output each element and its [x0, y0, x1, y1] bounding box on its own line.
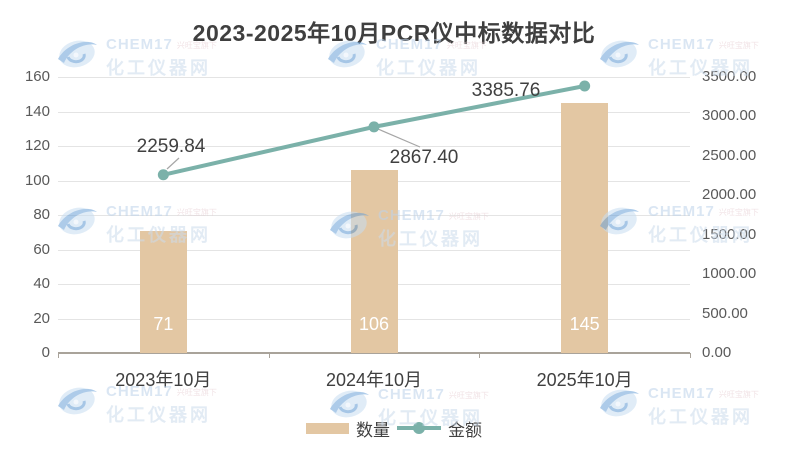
x-axis-label: 2024年10月 — [325, 370, 423, 390]
x-axis-tick-mark — [268, 353, 270, 358]
right-axis-tick: 0.00 — [702, 344, 732, 361]
line-point-marker — [157, 169, 169, 181]
x-axis-label: 2025年10月 — [536, 370, 633, 390]
x-axis-line — [58, 352, 690, 354]
bar-value-label: 106 — [358, 314, 390, 334]
bar-value-label: 71 — [153, 314, 174, 334]
line-point-marker — [579, 80, 591, 92]
gridline — [58, 111, 690, 113]
left-axis-tick: 160 — [24, 68, 50, 85]
left-axis-tick: 0 — [41, 344, 50, 361]
gridline — [58, 146, 690, 147]
right-axis-tick: 2500.00 — [702, 146, 757, 164]
x-axis-tick-mark — [58, 353, 59, 358]
right-axis-tick: 3500.00 — [702, 68, 757, 85]
label-leader-line — [377, 128, 421, 148]
bar-2023年10月 — [139, 230, 187, 353]
gridline — [58, 77, 690, 78]
left-axis-tick: 140 — [24, 102, 50, 120]
label-leader-line — [166, 157, 180, 170]
legend-line-swatch — [397, 422, 441, 434]
line-point-marker — [368, 121, 380, 133]
legend-bar-swatch — [306, 422, 349, 434]
bar-value-label: 145 — [569, 314, 600, 334]
line-value-label: 2867.40 — [389, 147, 459, 168]
right-axis-tick: 1500.00 — [702, 225, 757, 243]
x-axis-tick-mark — [690, 353, 691, 358]
legend-line-label: 金额 — [448, 420, 482, 440]
line-value-label: 2259.84 — [136, 136, 206, 157]
left-axis-tick: 60 — [33, 240, 50, 258]
left-axis-tick: 120 — [24, 137, 50, 154]
chart-title: 2023-2025年10月PCR仪中标数据对比 — [192, 20, 596, 46]
left-axis-tick: 80 — [33, 206, 50, 223]
line-value-label: 3385.76 — [471, 80, 541, 101]
left-axis-tick: 100 — [24, 171, 50, 189]
x-axis-label: 2023年10月 — [115, 370, 212, 390]
x-axis-tick-mark — [479, 353, 481, 358]
right-axis-tick: 2000.00 — [702, 186, 757, 204]
legend: 数量 金额 — [0, 413, 788, 443]
legend-dot-icon — [413, 422, 425, 434]
right-axis-tick: 500.00 — [702, 304, 748, 322]
bar-2024年10月 — [350, 170, 398, 353]
left-axis-tick: 40 — [33, 275, 50, 292]
left-axis-tick: 20 — [33, 309, 50, 327]
legend-bar-label: 数量 — [356, 420, 390, 440]
right-axis-tick: 1000.00 — [702, 265, 757, 283]
right-axis-tick: 3000.00 — [702, 107, 757, 125]
